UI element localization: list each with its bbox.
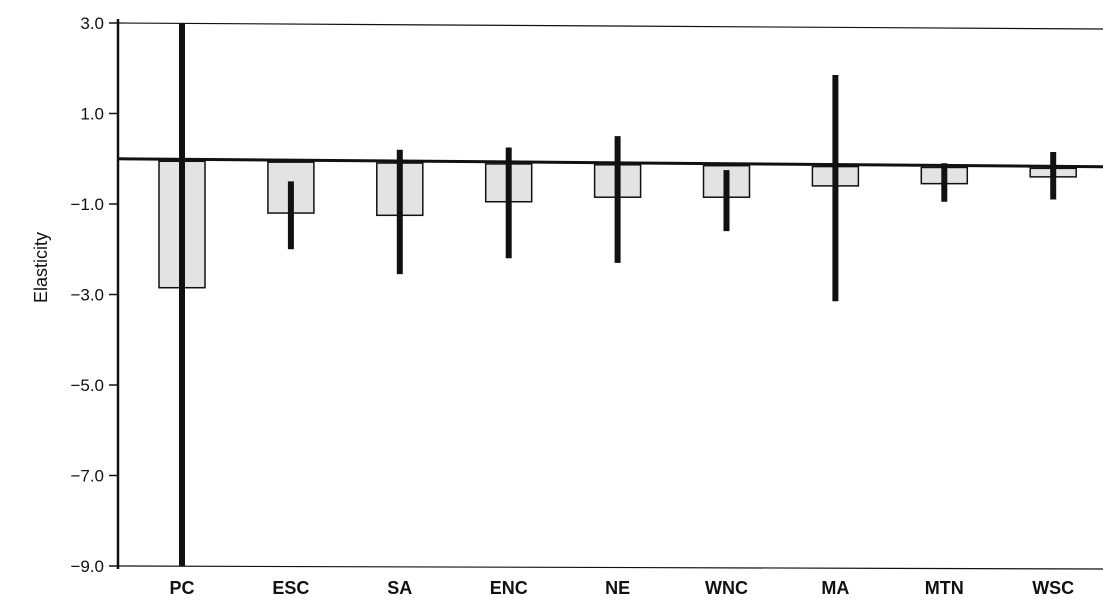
top-frame-line <box>117 22 1103 30</box>
y-tick-label: −5.0 <box>70 376 104 395</box>
y-axis-title: Elasticity <box>31 232 51 303</box>
y-tick-group: 3.0 1.0 −1.0 −3.0 −5.0 −7.0 −9.0 <box>70 14 118 576</box>
x-category-group: PC ESC SA ENC NE WNC MA MTN WSC <box>169 578 1074 598</box>
x-category-label: MTN <box>925 578 964 598</box>
chart-axes <box>116 19 1103 570</box>
x-category-label: SA <box>387 578 412 598</box>
error-bar-group <box>179 23 1057 566</box>
y-tick-label: −1.0 <box>70 195 104 214</box>
x-category-label: WSC <box>1032 578 1074 598</box>
x-category-label: ESC <box>272 578 309 598</box>
x-category-label: NE <box>605 578 630 598</box>
x-category-label: PC <box>169 578 194 598</box>
zero-reference-line <box>117 157 1103 169</box>
y-tick-label: −9.0 <box>70 557 104 576</box>
y-tick-label: −7.0 <box>70 467 104 486</box>
y-tick-label: 3.0 <box>80 14 104 33</box>
y-tick-label: 1.0 <box>80 105 104 124</box>
y-tick-label: −3.0 <box>70 286 104 305</box>
x-axis-line <box>117 565 1103 570</box>
x-category-label: WNC <box>705 578 748 598</box>
x-category-label: MA <box>821 578 849 598</box>
x-category-label: ENC <box>490 578 528 598</box>
